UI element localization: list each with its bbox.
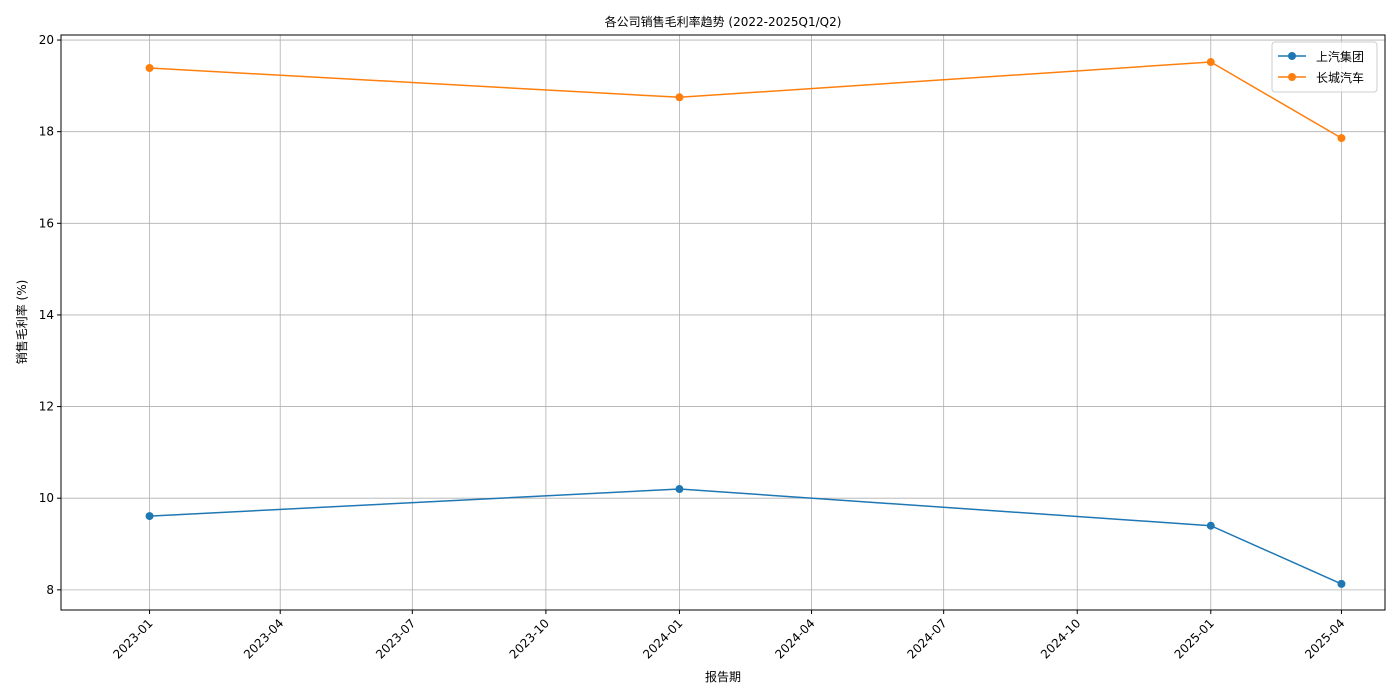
point [1337,134,1346,143]
point [1206,58,1215,67]
point [145,512,154,521]
legend-label: 长城汽车 [1316,70,1364,85]
x-tick-label: 2025-04 [1302,616,1347,661]
point [145,63,154,72]
point [675,93,684,102]
y-tick-label: 12 [39,400,54,414]
x-tick-label: 2023-10 [507,616,552,661]
x-tick-label: 2024-04 [772,616,817,661]
x-axis-label: 报告期 [705,669,741,684]
legend-box [1271,41,1378,93]
x-tick-label: 2023-07 [373,616,418,661]
point [675,485,684,494]
y-tick-label: 8 [46,583,54,597]
point [1206,521,1215,530]
y-tick-label: 14 [39,308,54,322]
x-tick-label: 2023-01 [110,616,155,661]
y-tick-label: 18 [39,125,54,139]
x-tick-label: 2024-10 [1038,616,1083,661]
x-tick-label: 2024-07 [904,616,949,661]
legend-marker [1288,73,1296,81]
chart-title: 各公司销售毛利率趋势 (2022-2025Q1/Q2) [605,14,842,29]
series-line [149,61,1342,139]
y-axis-label: 销售毛利率 (%) [14,280,29,365]
y-tick-label: 20 [39,33,54,47]
x-tick-label: 2025-01 [1172,616,1217,661]
x-tick-label: 2023-04 [241,616,286,661]
point [1337,579,1346,588]
legend-label: 上汽集团 [1316,49,1364,64]
plot-frame [60,34,1386,611]
legend-marker [1288,52,1296,60]
y-tick-label: 16 [39,216,54,230]
x-tick-label: 2024-01 [640,616,685,661]
series-line [149,488,1342,585]
y-tick-label: 10 [39,491,54,505]
